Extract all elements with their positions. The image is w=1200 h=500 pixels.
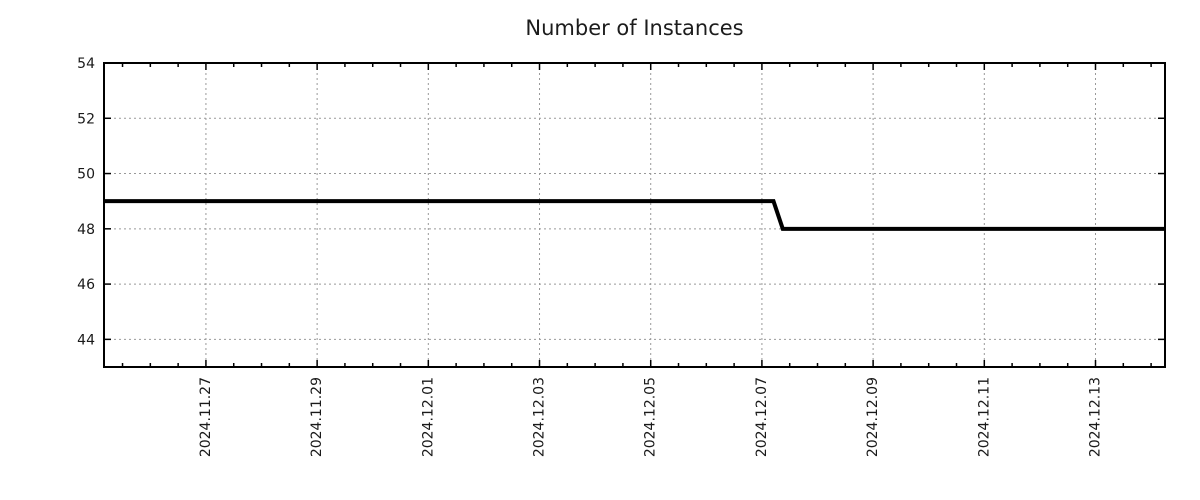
x-tick-label: 2024.12.11: [976, 377, 992, 457]
y-tick-label: 50: [77, 167, 95, 183]
x-tick-label: 2024.11.29: [309, 377, 325, 457]
series-line-instances: [104, 199, 1165, 231]
x-tick-label: 2024.12.09: [865, 377, 881, 457]
x-tick-label: 2024.11.27: [198, 377, 214, 457]
y-tick-label: 54: [77, 56, 95, 72]
chart-title: Number of Instances: [525, 16, 744, 40]
x-tick-label: 2024.12.03: [532, 377, 548, 457]
x-tick-label: 2024.12.01: [420, 377, 436, 457]
y-tick-label: 46: [77, 277, 95, 293]
plot-border: [103, 62, 1166, 368]
y-tick-label: 48: [77, 222, 95, 238]
y-tick-label: 52: [77, 111, 95, 127]
x-tick-label: 2024.12.13: [1088, 377, 1104, 457]
x-tick-label: 2024.12.07: [754, 377, 770, 457]
y-tick-label: 44: [77, 332, 95, 348]
x-tick-label: 2024.12.05: [643, 377, 659, 457]
